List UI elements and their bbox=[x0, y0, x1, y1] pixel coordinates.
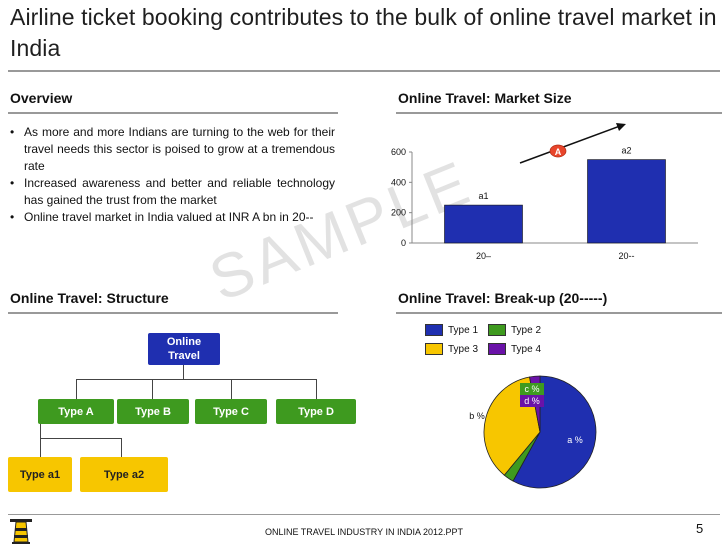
market-size-bar-chart: 0 200 400 600 a1 20– a2 20-- A bbox=[391, 123, 698, 261]
structure-heading: Online Travel: Structure bbox=[10, 290, 169, 306]
org-connector bbox=[316, 379, 317, 399]
arrow-head-icon bbox=[616, 123, 626, 131]
org-connector bbox=[76, 379, 77, 399]
legend-swatch bbox=[425, 343, 443, 355]
x-tick-label: 20– bbox=[476, 251, 491, 261]
bullet-dot-icon: • bbox=[10, 125, 15, 139]
y-tick-label: 0 bbox=[401, 238, 406, 248]
org-connector bbox=[40, 424, 41, 438]
growth-arrow: A bbox=[519, 123, 626, 164]
overview-heading: Overview bbox=[10, 90, 73, 106]
org-connector bbox=[183, 365, 184, 379]
legend-item: Type 1 bbox=[425, 324, 478, 336]
legend-swatch bbox=[425, 324, 443, 336]
y-tick-label: 400 bbox=[391, 177, 406, 187]
bar-chart-marks: a1 20– a2 20-- bbox=[444, 146, 666, 261]
legend-label: Type 3 bbox=[448, 343, 479, 355]
legend-label: Type 2 bbox=[511, 324, 542, 336]
org-connector bbox=[40, 438, 41, 457]
org-node-type-a1: Type a1 bbox=[8, 457, 72, 492]
market-size-heading: Online Travel: Market Size bbox=[398, 90, 572, 106]
bullet-item: • As more and more Indians are turning to… bbox=[10, 124, 335, 175]
pie-data-label: c % bbox=[524, 384, 539, 394]
bullet-item: • Increased awareness and better and reli… bbox=[10, 175, 335, 209]
bar-data-label: a1 bbox=[478, 191, 488, 201]
bar-data-label: a2 bbox=[621, 146, 631, 156]
pie-data-label: a % bbox=[567, 435, 583, 445]
bar bbox=[587, 159, 666, 244]
pie-label-background bbox=[520, 383, 544, 395]
growth-badge bbox=[549, 144, 567, 158]
legend-item: Type 4 bbox=[488, 343, 541, 355]
footer-divider bbox=[8, 514, 720, 515]
bullet-dot-icon: • bbox=[10, 176, 15, 190]
org-node-type-b: Type B bbox=[117, 399, 189, 424]
bullet-text: As more and more Indians are turning to … bbox=[24, 125, 335, 173]
overview-divider bbox=[8, 112, 338, 114]
pie-labels: a % c % b % d % bbox=[469, 383, 583, 445]
slide-title: Airline ticket booking contributes to th… bbox=[10, 4, 717, 61]
legend-item: Type 3 bbox=[425, 343, 478, 355]
pie-data-label: d % bbox=[524, 396, 540, 406]
org-connector bbox=[40, 438, 122, 439]
bullet-text: Online travel market in India valued at … bbox=[24, 210, 314, 224]
pie-slice bbox=[512, 375, 597, 489]
legend-label: Type 4 bbox=[511, 343, 542, 355]
bullet-text: Increased awareness and better and relia… bbox=[24, 176, 335, 207]
y-tick-label: 200 bbox=[391, 208, 406, 218]
title-divider bbox=[8, 70, 720, 72]
org-node-type-c: Type C bbox=[195, 399, 267, 424]
org-root-node: Online Travel bbox=[148, 333, 220, 365]
org-node-type-a2: Type a2 bbox=[80, 457, 168, 492]
growth-badge-label: A bbox=[555, 147, 562, 157]
structure-divider bbox=[8, 312, 338, 314]
breakup-heading: Online Travel: Break-up (20-----) bbox=[398, 290, 608, 306]
breakup-divider bbox=[396, 312, 722, 314]
legend-swatch bbox=[488, 324, 506, 336]
org-connector bbox=[121, 438, 122, 457]
pie-label-background bbox=[520, 395, 544, 407]
overview-bullets: • As more and more Indians are turning to… bbox=[10, 124, 335, 226]
bullet-item: • Online travel market in India valued at… bbox=[10, 209, 335, 226]
org-node-type-d: Type D bbox=[276, 399, 356, 424]
org-node-type-a: Type A bbox=[38, 399, 114, 424]
market-size-divider bbox=[396, 112, 722, 114]
org-connector bbox=[76, 379, 317, 380]
pie-data-label: b % bbox=[469, 411, 485, 421]
org-connector bbox=[231, 379, 232, 399]
breakup-pie-chart: a % c % b % d % bbox=[469, 375, 597, 489]
page-number: 5 bbox=[696, 521, 704, 536]
growth-arrow-line bbox=[519, 125, 621, 164]
footer-text: ONLINE TRAVEL INDUSTRY IN INDIA 2012.PPT bbox=[264, 527, 464, 537]
y-tick-label: 600 bbox=[391, 147, 406, 157]
bar bbox=[444, 204, 523, 244]
legend-item: Type 2 bbox=[488, 324, 541, 336]
lighthouse-logo-icon bbox=[10, 519, 32, 544]
bullet-dot-icon: • bbox=[10, 210, 15, 224]
org-connector bbox=[152, 379, 153, 399]
legend-swatch bbox=[488, 343, 506, 355]
legend-label: Type 1 bbox=[448, 324, 479, 336]
x-tick-label: 20-- bbox=[618, 251, 634, 261]
